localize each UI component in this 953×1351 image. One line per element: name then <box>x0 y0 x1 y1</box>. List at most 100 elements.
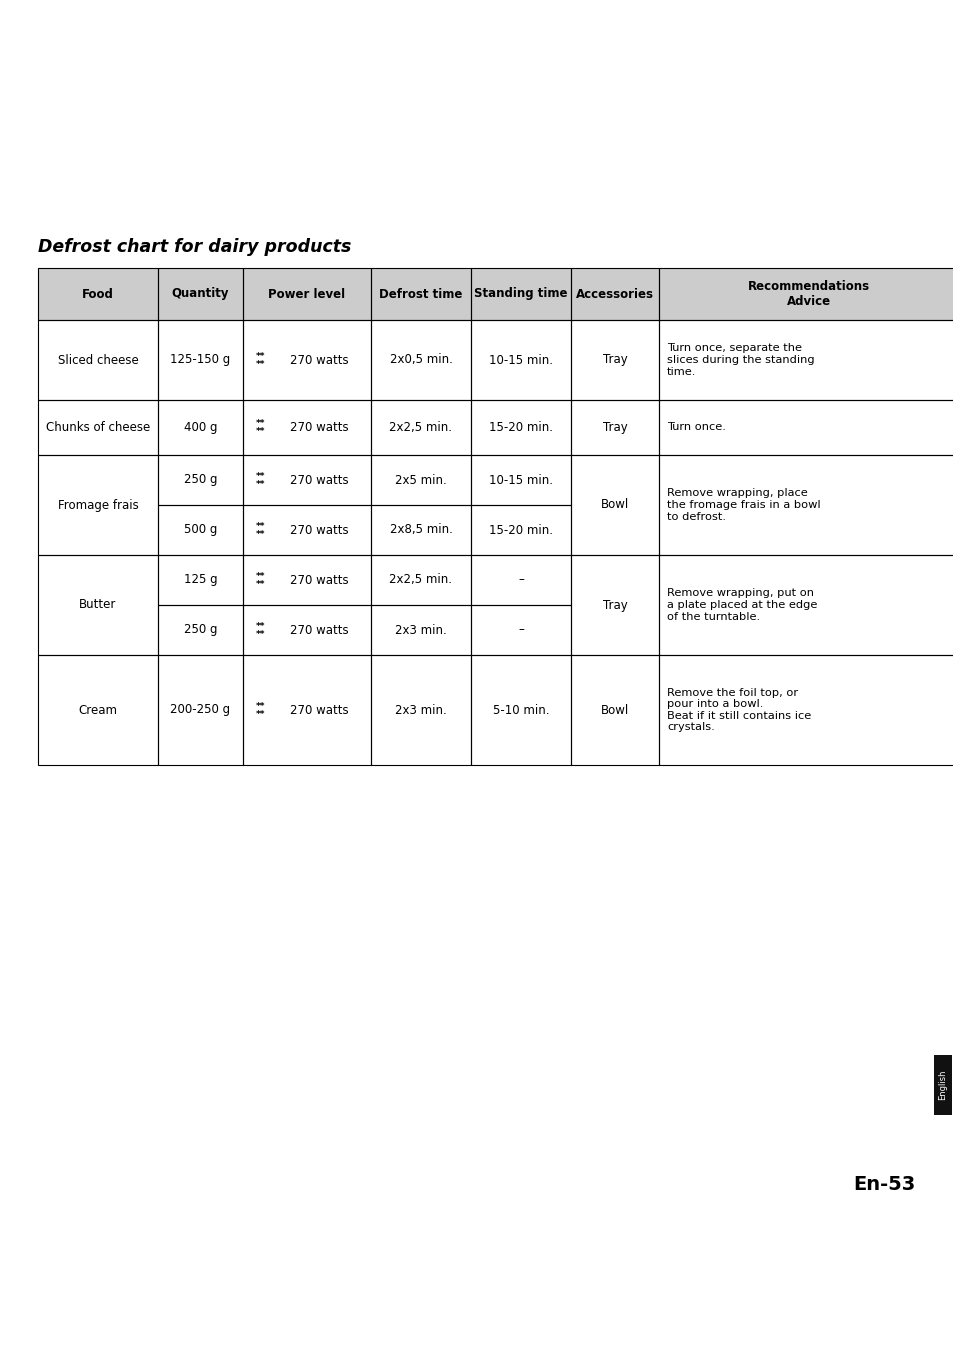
Bar <box>243 320 371 400</box>
Bar <box>38 320 158 400</box>
Text: Cream: Cream <box>78 704 117 716</box>
Text: 400 g: 400 g <box>184 422 217 434</box>
Text: 270 watts: 270 watts <box>290 422 348 434</box>
Bar <box>471 455 571 505</box>
Bar <box>158 267 243 320</box>
Text: 270 watts: 270 watts <box>290 624 348 636</box>
Bar <box>158 655 243 765</box>
Bar <box>371 320 471 400</box>
Text: 270 watts: 270 watts <box>290 574 348 586</box>
Bar <box>243 655 371 765</box>
Bar <box>158 605 243 655</box>
Text: –: – <box>517 624 523 636</box>
Text: Chunks of cheese: Chunks of cheese <box>46 422 150 434</box>
Text: Power level: Power level <box>268 288 345 300</box>
Text: 10-15 min.: 10-15 min. <box>489 354 553 366</box>
Text: **: ** <box>256 701 266 711</box>
Text: 2x2,5 min.: 2x2,5 min. <box>389 422 452 434</box>
Text: **: ** <box>256 471 266 481</box>
Bar <box>659 267 953 320</box>
Bar <box>471 400 571 455</box>
Text: Food: Food <box>82 288 113 300</box>
Text: Accessories: Accessories <box>576 288 654 300</box>
Bar <box>659 555 953 655</box>
Text: **: ** <box>256 521 266 531</box>
Text: Tray: Tray <box>602 354 627 366</box>
Bar <box>158 455 243 505</box>
Bar <box>38 267 158 320</box>
Text: 125 g: 125 g <box>184 574 217 586</box>
Bar <box>659 320 953 400</box>
Text: 2x5 min.: 2x5 min. <box>395 473 446 486</box>
Text: 2x3 min.: 2x3 min. <box>395 704 446 716</box>
Text: Remove the foil top, or
pour into a bowl.
Beat if it still contains ice
crystals: Remove the foil top, or pour into a bowl… <box>666 688 810 732</box>
Bar <box>471 505 571 555</box>
Text: 125-150 g: 125-150 g <box>171 354 231 366</box>
Text: 250 g: 250 g <box>184 624 217 636</box>
Text: 2x0,5 min.: 2x0,5 min. <box>389 354 452 366</box>
Bar <box>243 400 371 455</box>
Text: **: ** <box>256 427 266 436</box>
Text: Standing time: Standing time <box>474 288 567 300</box>
Text: **: ** <box>256 530 266 539</box>
Text: **: ** <box>256 580 266 589</box>
Bar <box>243 605 371 655</box>
Text: **: ** <box>256 480 266 489</box>
Bar <box>38 455 158 555</box>
Text: Defrost chart for dairy products: Defrost chart for dairy products <box>38 238 351 255</box>
Bar <box>243 555 371 605</box>
Text: 270 watts: 270 watts <box>290 704 348 716</box>
Bar <box>659 655 953 765</box>
Text: English: English <box>938 1070 946 1100</box>
Text: Remove wrapping, put on
a plate placed at the edge
of the turntable.: Remove wrapping, put on a plate placed a… <box>666 589 817 621</box>
Text: 270 watts: 270 watts <box>290 473 348 486</box>
Bar <box>38 555 158 655</box>
Text: 15-20 min.: 15-20 min. <box>489 422 553 434</box>
Text: Tray: Tray <box>602 598 627 612</box>
Bar <box>243 455 371 505</box>
Text: Quantity: Quantity <box>172 288 229 300</box>
Bar <box>571 400 659 455</box>
Bar <box>933 1055 951 1115</box>
Bar <box>571 555 659 655</box>
Bar <box>659 455 953 555</box>
Text: –: – <box>517 574 523 586</box>
Text: Turn once, separate the
slices during the standing
time.: Turn once, separate the slices during th… <box>666 343 814 377</box>
Text: 15-20 min.: 15-20 min. <box>489 523 553 536</box>
Bar <box>571 267 659 320</box>
Bar <box>371 655 471 765</box>
Text: 250 g: 250 g <box>184 473 217 486</box>
Bar <box>471 555 571 605</box>
Bar <box>571 655 659 765</box>
Bar <box>571 455 659 555</box>
Bar <box>571 267 659 320</box>
Text: 200-250 g: 200-250 g <box>171 704 231 716</box>
Text: 500 g: 500 g <box>184 523 217 536</box>
Text: **: ** <box>256 709 266 719</box>
Text: Sliced cheese: Sliced cheese <box>57 354 138 366</box>
Bar <box>471 320 571 400</box>
Bar <box>471 267 571 320</box>
Text: **: ** <box>256 351 266 361</box>
Text: **: ** <box>256 359 266 369</box>
Bar <box>371 400 471 455</box>
Bar <box>158 320 243 400</box>
Text: **: ** <box>256 630 266 639</box>
Text: En-53: En-53 <box>853 1175 915 1194</box>
Bar <box>38 267 158 320</box>
Text: 270 watts: 270 watts <box>290 523 348 536</box>
Text: Turn once.: Turn once. <box>666 423 725 432</box>
Bar <box>158 555 243 605</box>
Text: Defrost time: Defrost time <box>379 288 462 300</box>
Bar <box>243 267 371 320</box>
Bar <box>158 267 243 320</box>
Text: 2x8,5 min.: 2x8,5 min. <box>389 523 452 536</box>
Text: 10-15 min.: 10-15 min. <box>489 473 553 486</box>
Text: Bowl: Bowl <box>600 499 628 512</box>
Bar <box>471 655 571 765</box>
Bar <box>158 505 243 555</box>
Text: 2x3 min.: 2x3 min. <box>395 624 446 636</box>
Text: Remove wrapping, place
the fromage frais in a bowl
to defrost.: Remove wrapping, place the fromage frais… <box>666 489 820 521</box>
Bar <box>471 267 571 320</box>
Bar <box>243 267 371 320</box>
